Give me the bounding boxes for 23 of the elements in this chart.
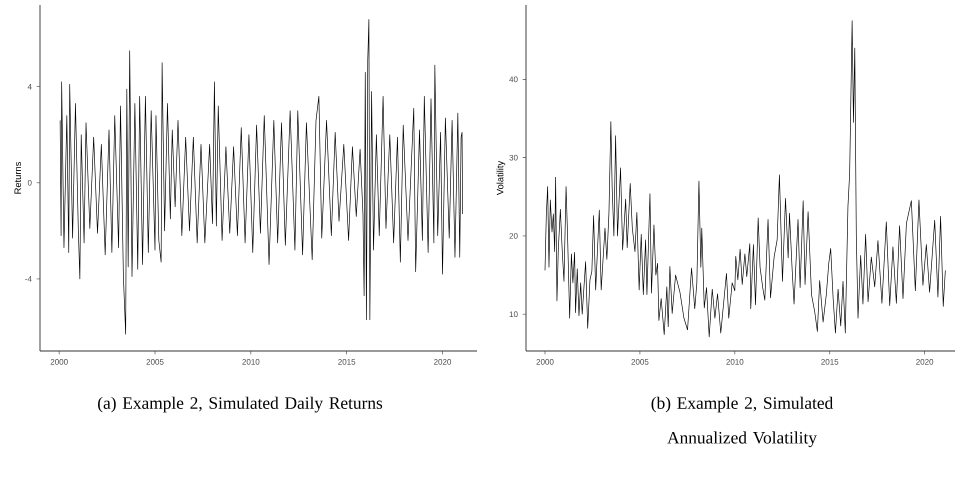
x-tick-label: 2015 — [821, 359, 838, 365]
x-tick-label: 2010 — [726, 359, 744, 365]
x-tick-label: 2000 — [536, 359, 554, 365]
line-series — [544, 20, 946, 338]
text: (a) Example 2, Simulated Daily Returns — [98, 396, 382, 412]
y-tick-label: -4 — [25, 276, 32, 282]
x-tick-label: 2000 — [50, 359, 68, 365]
x-tick-label: 2015 — [338, 359, 356, 365]
x-tick-label: 2020 — [434, 359, 452, 365]
y-axis-title: Returns — [14, 162, 22, 194]
y-tick-label: 40 — [509, 76, 518, 82]
x-tick-label: 2010 — [242, 359, 260, 365]
x-tick-label: 2005 — [631, 359, 648, 365]
line-series — [60, 19, 463, 335]
y-axis-title: Volatility — [496, 160, 506, 196]
x-tick-label: 2020 — [916, 359, 934, 365]
y-tick-label: 4 — [28, 84, 32, 90]
y-tick-label: 0 — [28, 180, 32, 186]
y-tick-label: 30 — [509, 154, 518, 160]
y-tick-label: 20 — [509, 233, 518, 239]
y-tick-label: 10 — [510, 311, 518, 318]
x-tick-label: 2005 — [146, 359, 164, 365]
text: (b) Example 2, Simulated Annualized Volatility — [652, 396, 834, 448]
